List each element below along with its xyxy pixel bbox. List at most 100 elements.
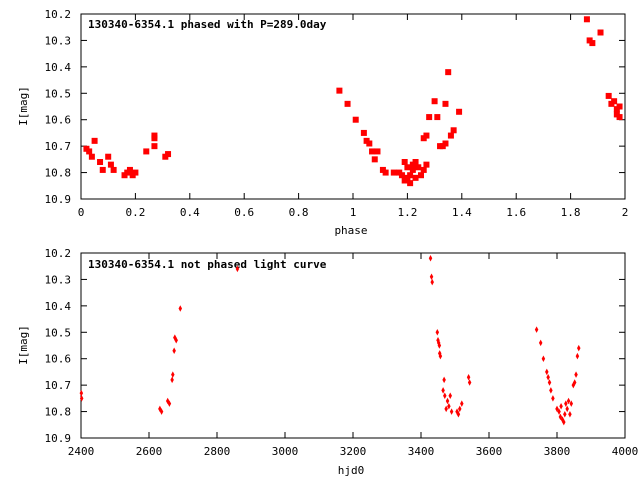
- phased-plot-data-point: [344, 100, 351, 107]
- phased-plot-data-point: [407, 180, 414, 187]
- phased-plot-xtick-label: 0.4: [180, 206, 200, 219]
- unphased-plot-data-point: [562, 418, 566, 426]
- unphased-plot-data-point: [538, 339, 543, 347]
- unphased-plot-data-point: [551, 395, 555, 402]
- unphased-plot-xtick-label: 3400: [408, 445, 435, 458]
- phased-plot-data-point: [426, 114, 433, 121]
- phased-plot-data-point: [151, 135, 158, 142]
- unphased-plot-data-point: [563, 410, 567, 418]
- unphased-plot-data-point: [449, 408, 454, 415]
- phased-plot-data-point: [412, 159, 419, 165]
- phased-plot-data-point: [418, 172, 424, 179]
- unphased-plot-ytick-label: 10.6: [45, 353, 72, 366]
- phased-plot-ytick-label: 10.2: [45, 8, 72, 21]
- unphased-plot-data-point: [565, 405, 569, 413]
- phased-plot-data-point: [589, 40, 596, 47]
- phased-plot-data-point: [126, 166, 133, 173]
- unphased-plot-data-point: [559, 403, 563, 410]
- phased-plot-ticks: 0 0.2 0.4 0.6 0.8 1 1.2 1.4 1.6 1.8 2 10.2 10.3 10.4 1…: [45, 8, 629, 219]
- unphased-plot-ylabel: I[mag]: [17, 325, 30, 365]
- unphased-plot-data-point: [545, 368, 549, 376]
- unphased-plot-data-point: [557, 408, 561, 415]
- phased-plot-xtick-label: 0.2: [125, 206, 145, 219]
- unphased-plot-xtick-label: 4000: [612, 445, 639, 458]
- unphased-plot-xtick-label: 3600: [476, 445, 503, 458]
- unphased-plot-data-point: [547, 379, 552, 386]
- phased-plot-data-point: [401, 159, 408, 165]
- phased-plot-data-point: [409, 166, 416, 173]
- unphased-plot-data-point: [178, 305, 183, 312]
- unphased-plot-data-point: [458, 405, 462, 413]
- phased-plot-ytick-label: 10.9: [45, 193, 72, 206]
- unphased-plot-data-point: [435, 329, 440, 336]
- phased-plot: 130340-6354.1 phased with P=289.0day pha…: [17, 8, 628, 237]
- phased-plot-xtick-label: 1.2: [397, 206, 417, 219]
- phased-plot-data-point: [88, 153, 95, 160]
- phased-plot-xtick-label: 2: [622, 206, 629, 219]
- unphased-plot-ticks: 2400 2600 2800 3000 3200 3400 3600 3800 4000 10.2…: [45, 247, 639, 458]
- unphased-plot-ytick-label: 10.4: [45, 300, 72, 313]
- phased-plot-data-point: [374, 148, 381, 155]
- unphased-plot-data-point: [466, 373, 471, 381]
- unphased-plot-data-point: [437, 342, 442, 349]
- phased-plot-data-point: [447, 132, 454, 139]
- phased-plot-ytick-label: 10.7: [45, 140, 72, 153]
- phased-plot-data-point: [99, 166, 106, 173]
- phased-plot-xtick-label: 1.6: [506, 206, 526, 219]
- unphased-plot-data-point: [575, 352, 580, 360]
- unphased-plot-xtick-label: 2400: [68, 445, 95, 458]
- unphased-plot-data-point: [171, 371, 175, 378]
- phased-plot-data-point: [382, 169, 389, 176]
- phased-plot-data-point: [97, 159, 104, 165]
- unphased-plot-data-point: [79, 389, 84, 397]
- unphased-plot-data-point: [564, 400, 568, 407]
- unphased-plot-data-point: [574, 371, 578, 378]
- phased-plot-xtick-label: 1: [350, 206, 357, 219]
- phased-plot-data-point: [369, 148, 376, 155]
- unphased-plot-data-point: [438, 352, 443, 360]
- phased-plot-data-point: [605, 92, 612, 99]
- unphased-plot-ytick-label: 10.2: [45, 247, 72, 260]
- unphased-plot-data-point: [428, 255, 433, 262]
- phased-plot-xtick-label: 1.8: [561, 206, 581, 219]
- phased-plot-data-point: [105, 153, 112, 160]
- unphased-plot-data-point: [442, 376, 446, 384]
- unphased-plot-data-point: [549, 387, 553, 394]
- phased-plot-title: 130340-6354.1 phased with P=289.0day: [88, 18, 327, 31]
- phased-plot-data-point: [616, 114, 623, 121]
- phased-plot-data-point: [597, 29, 604, 36]
- unphased-plot-data-point: [79, 395, 84, 402]
- phased-plot-data-point: [583, 16, 590, 23]
- unphased-plot-xtick-label: 3800: [544, 445, 571, 458]
- phased-plot-ytick-label: 10.5: [45, 87, 72, 100]
- unphased-plot-data-point: [159, 408, 164, 415]
- phased-plot-data-point: [360, 129, 367, 136]
- phased-plot-data-point: [132, 169, 139, 176]
- unphased-plot: 130340-6354.1 not phased light curve hjd…: [17, 247, 638, 477]
- unphased-plot-data-point: [441, 387, 445, 394]
- phased-plot-data-point: [143, 148, 150, 155]
- unphased-plot-xtick-label: 2600: [136, 445, 163, 458]
- phased-plot-data-point: [611, 98, 618, 105]
- phased-plot-data-point: [616, 103, 623, 110]
- phased-plot-data-point: [445, 69, 452, 76]
- phased-plot-data-point: [450, 127, 457, 134]
- phased-plot-data-point: [423, 161, 430, 168]
- phased-plot-data-point: [404, 164, 411, 171]
- unphased-plot-ytick-label: 10.8: [45, 406, 72, 419]
- unphased-plot-data-point: [467, 379, 472, 386]
- phased-plot-ylabel: I[mag]: [17, 86, 30, 126]
- phased-plot-xlabel: phase: [334, 224, 367, 237]
- phased-plot-xtick-label: 0.6: [234, 206, 254, 219]
- unphased-plot-data-point: [445, 397, 450, 405]
- unphased-plot-xlabel: hjd0: [338, 464, 365, 477]
- unphased-plot-data-point: [541, 355, 546, 362]
- phased-plot-data-point: [151, 143, 158, 150]
- unphased-plot-data-point: [546, 373, 550, 381]
- unphased-plot-data-point: [430, 278, 434, 286]
- phased-plot-data-point: [336, 87, 343, 94]
- phased-plot-data-point: [423, 132, 430, 139]
- unphased-plot-data-point: [429, 273, 434, 281]
